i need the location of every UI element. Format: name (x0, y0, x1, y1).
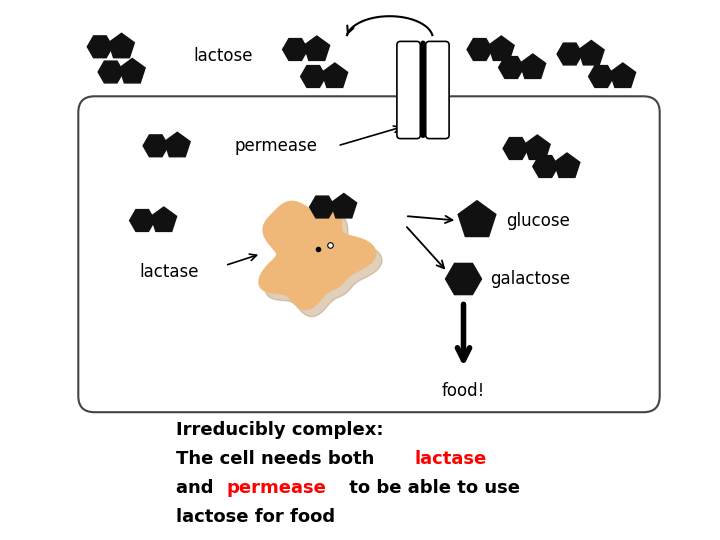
Polygon shape (259, 201, 376, 309)
Polygon shape (322, 63, 348, 87)
Polygon shape (304, 36, 330, 60)
Text: and: and (176, 479, 220, 497)
Text: permease: permease (227, 479, 326, 497)
Text: permease: permease (234, 137, 317, 155)
Polygon shape (331, 193, 356, 218)
Polygon shape (301, 65, 326, 87)
Text: food!: food! (442, 382, 485, 401)
Polygon shape (498, 57, 524, 78)
FancyBboxPatch shape (426, 42, 449, 139)
Text: galactose: galactose (490, 270, 571, 288)
Text: lactase: lactase (140, 263, 199, 281)
Polygon shape (533, 156, 558, 178)
Polygon shape (164, 132, 190, 157)
Polygon shape (143, 135, 168, 157)
Polygon shape (557, 43, 582, 65)
FancyBboxPatch shape (397, 42, 420, 139)
Polygon shape (458, 201, 496, 237)
Polygon shape (98, 61, 123, 83)
Polygon shape (554, 153, 580, 178)
Text: lactose for food: lactose for food (176, 508, 335, 525)
Polygon shape (151, 207, 176, 232)
Text: glucose: glucose (506, 212, 570, 230)
Text: Irreducibly complex:: Irreducibly complex: (176, 421, 383, 439)
Text: The cell needs both: The cell needs both (176, 450, 380, 468)
Polygon shape (578, 40, 604, 65)
Polygon shape (120, 58, 145, 83)
Polygon shape (310, 196, 335, 218)
Polygon shape (130, 210, 155, 232)
Polygon shape (524, 135, 550, 159)
Polygon shape (283, 38, 308, 60)
Polygon shape (467, 38, 492, 60)
Polygon shape (589, 65, 614, 87)
Polygon shape (265, 208, 382, 316)
Polygon shape (610, 63, 636, 87)
FancyBboxPatch shape (78, 96, 660, 412)
Text: to be able to use: to be able to use (343, 479, 521, 497)
Polygon shape (109, 33, 135, 58)
Polygon shape (488, 36, 514, 60)
Polygon shape (520, 54, 546, 78)
Text: lactose: lactose (194, 47, 253, 65)
Polygon shape (446, 264, 482, 295)
Polygon shape (87, 36, 112, 58)
Polygon shape (503, 138, 528, 159)
Text: lactase: lactase (415, 450, 487, 468)
